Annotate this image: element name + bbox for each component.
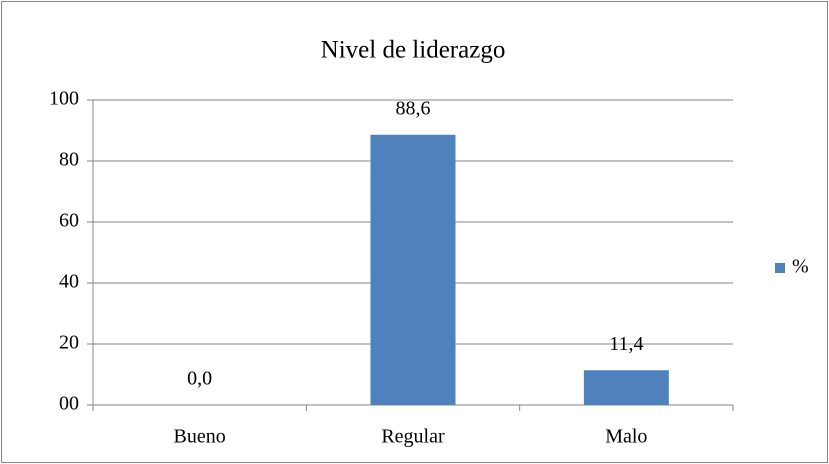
data-label: 88,6	[396, 97, 431, 119]
x-tick-label: Regular	[381, 426, 445, 448]
y-tick-label: 40	[59, 271, 79, 293]
legend-swatch	[775, 263, 785, 273]
y-tick-label: 100	[49, 88, 79, 110]
x-tick-label: Bueno	[174, 426, 226, 448]
x-tick-label: Malo	[605, 426, 647, 448]
y-tick-label: 00	[59, 393, 79, 415]
y-tick-label: 80	[59, 149, 79, 171]
bar	[583, 370, 669, 405]
data-label: 0,0	[187, 368, 212, 390]
y-tick-label: 20	[59, 332, 79, 354]
y-tick-label: 60	[59, 210, 79, 232]
chart-title: Nivel de liderazgo	[321, 37, 506, 64]
data-label: 11,4	[609, 333, 643, 355]
bar	[370, 134, 456, 405]
legend-label: %	[792, 256, 809, 278]
